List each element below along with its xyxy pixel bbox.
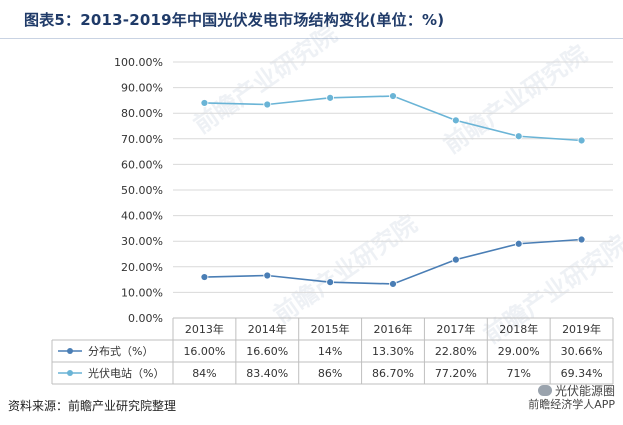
data-label: 22.80% — [435, 345, 477, 358]
source-note: 资料来源：前瞻产业研究院整理 — [8, 399, 177, 413]
legend-marker — [67, 348, 73, 354]
data-point — [389, 92, 397, 100]
data-label: 83.40% — [246, 367, 288, 380]
data-label: 16.00% — [183, 345, 225, 358]
y-tick-label: 50.00% — [121, 184, 163, 197]
data-point — [514, 239, 523, 248]
data-label: 69.34% — [561, 367, 603, 380]
data-point — [389, 280, 397, 288]
legend-entry: 分布式（%） — [88, 345, 153, 358]
y-tick-label: 90.00% — [121, 82, 163, 95]
x-tick-label: 2015年 — [311, 322, 350, 336]
data-point — [263, 100, 272, 109]
x-tick-label: 2018年 — [499, 322, 538, 336]
data-point — [200, 273, 209, 281]
data-point — [451, 255, 460, 264]
y-tick-label: 10.00% — [121, 286, 163, 299]
y-tick-label: 30.00% — [121, 235, 163, 248]
y-tick-label: 100.00% — [114, 56, 163, 69]
legend-marker — [67, 370, 73, 376]
data-label: 86% — [318, 367, 342, 380]
x-tick-label: 2017年 — [436, 322, 475, 336]
data-label: 14% — [318, 345, 342, 358]
data-point — [326, 93, 335, 102]
x-tick-label: 2016年 — [374, 322, 413, 336]
chart-title: 图表5：2013-2019年中国光伏发电市场结构变化(单位：%) — [24, 11, 445, 29]
brand-name: 光伏能源圈 — [554, 384, 615, 398]
series-line — [204, 238, 582, 285]
data-point — [451, 116, 460, 125]
data-label: 84% — [192, 367, 216, 380]
x-tick-label: 2013年 — [185, 322, 224, 336]
data-label: 86.70% — [372, 367, 414, 380]
data-point — [577, 235, 586, 244]
x-tick-label: 2014年 — [248, 322, 287, 336]
brand-app: 前瞻经济学人APP — [528, 398, 615, 411]
data-point — [514, 132, 523, 141]
data-point — [263, 271, 272, 280]
data-label: 71% — [506, 367, 530, 380]
data-label: 16.60% — [246, 345, 288, 358]
legend-entry: 光伏电站（%） — [88, 366, 164, 380]
y-tick-label: 70.00% — [121, 133, 163, 146]
series-line — [204, 95, 582, 142]
x-tick-label: 2019年 — [562, 322, 601, 336]
data-label: 77.20% — [435, 367, 477, 380]
y-tick-label: 80.00% — [121, 107, 163, 120]
data-label: 30.66% — [561, 345, 603, 358]
data-point — [577, 136, 586, 145]
data-point — [200, 99, 209, 107]
brand-block: 光伏能源圈 前瞻经济学人APP — [528, 384, 615, 412]
data-label: 29.00% — [498, 345, 540, 358]
data-label: 13.30% — [372, 345, 414, 358]
data-point — [326, 278, 335, 287]
y-tick-label: 60.00% — [121, 158, 163, 171]
y-tick-label: 40.00% — [121, 210, 163, 223]
title-divider — [0, 38, 623, 39]
wechat-icon — [537, 385, 552, 396]
y-tick-label: 0.00% — [128, 312, 163, 325]
y-tick-label: 20.00% — [121, 261, 163, 274]
